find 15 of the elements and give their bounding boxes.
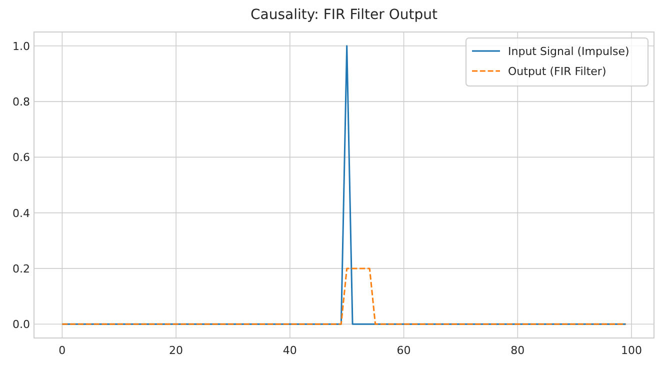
legend-label: Output (FIR Filter) — [508, 65, 606, 78]
y-tick-label: 0.6 — [12, 151, 30, 164]
y-tick-label: 0.0 — [12, 318, 30, 332]
x-tick-label: 60 — [396, 344, 411, 357]
y-tick-label: 0.4 — [12, 206, 30, 220]
x-tick-label: 100 — [621, 344, 642, 357]
y-tick-label: 0.2 — [12, 262, 30, 276]
x-tick-label: 20 — [169, 344, 184, 357]
legend-label: Input Signal (Impulse) — [508, 45, 630, 58]
x-tick-label: 80 — [510, 344, 525, 357]
x-tick-label: 0 — [58, 344, 66, 357]
y-tick-label: 1.0 — [12, 40, 30, 53]
y-tick-label: 0.8 — [12, 96, 30, 109]
chart-title: Causality: FIR Filter Output — [250, 7, 438, 23]
x-tick-label: 40 — [282, 344, 297, 357]
